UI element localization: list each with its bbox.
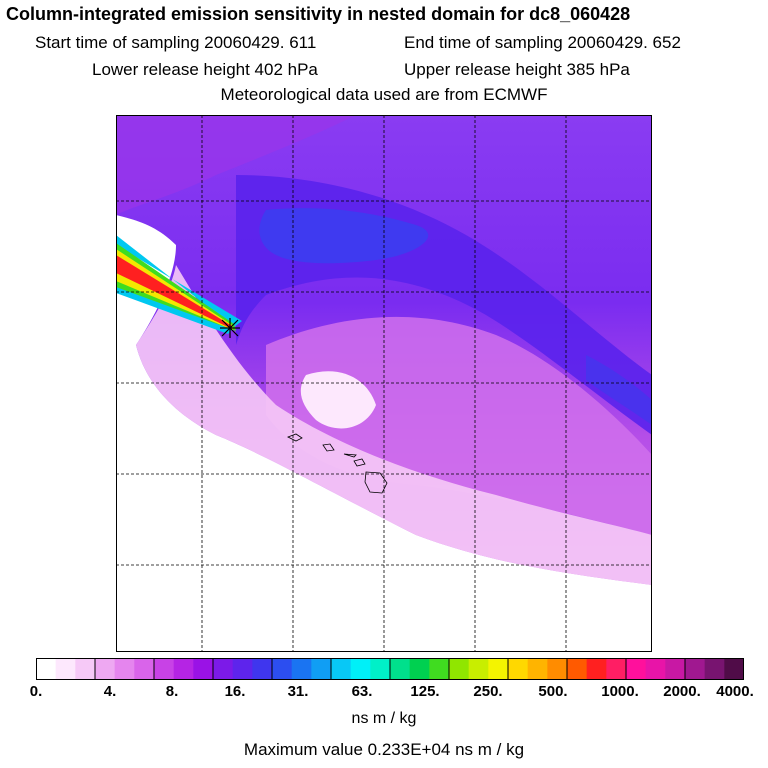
tick-label: 8.	[165, 683, 179, 700]
colorbar-cell	[331, 658, 352, 680]
colorbar-cell	[213, 658, 234, 680]
colorbar-cell	[252, 658, 273, 680]
colorbar	[36, 658, 744, 680]
tick-label: 4.	[103, 683, 117, 700]
colorbar-cell	[665, 658, 686, 680]
island-big-island	[364, 471, 388, 494]
blue-east-region	[586, 355, 652, 425]
plot-title: Column-integrated emission sensitivity i…	[6, 4, 631, 24]
colorbar-cell	[95, 658, 116, 680]
tick-label: 250.	[473, 683, 503, 700]
island-maui	[353, 458, 366, 467]
pink-center-region	[266, 316, 652, 535]
tick-label: 63.	[351, 683, 373, 700]
map-frame	[116, 115, 652, 652]
colorbar-cell	[586, 658, 607, 680]
colorbar-cell	[685, 658, 706, 680]
colorbar-cell	[55, 658, 76, 680]
island-molokai	[343, 453, 357, 458]
start-time-label: Start time of sampling 20060429. 611	[35, 33, 317, 52]
tick-label: 4000.	[716, 683, 754, 700]
colorbar-cell	[390, 658, 411, 680]
colorbar-cell	[350, 658, 371, 680]
tick-label: 125.	[410, 683, 440, 700]
lat-lon-grid	[116, 115, 652, 652]
lower-release-label: Lower release height 402 hPa	[92, 60, 318, 79]
colorbar-cell	[311, 658, 332, 680]
tick-label: 0.	[29, 683, 43, 700]
colorbar-frame	[36, 658, 744, 680]
colorbar-cell	[606, 658, 627, 680]
pale-white-spot	[300, 371, 376, 429]
colorbar-units: ns m / kg	[351, 710, 417, 727]
colorbar-cell	[508, 658, 529, 680]
colorbar-cell	[645, 658, 666, 680]
colorbar-cell	[429, 658, 450, 680]
colorbar-cell	[134, 658, 155, 680]
release-point-marker	[220, 318, 240, 338]
low-sensitivity-region	[116, 215, 652, 652]
pale-pink-region	[136, 265, 652, 585]
upper-release-label: Upper release height 385 hPa	[404, 60, 630, 79]
met-data-label: Meteorological data used are from ECMWF	[220, 85, 548, 104]
colorbar-cell	[468, 658, 489, 680]
colorbar-cell	[154, 658, 175, 680]
tick-label: 1000.	[601, 683, 639, 700]
plume-outer	[116, 235, 242, 334]
colorbar-cell	[409, 658, 430, 680]
tick-label: 31.	[287, 683, 309, 700]
colorbar-cell	[75, 658, 96, 680]
colorbar-cells	[36, 658, 744, 680]
colorbar-cell	[488, 658, 509, 680]
tick-label: 500.	[538, 683, 568, 700]
colorbar-cell	[36, 658, 57, 680]
end-time-label: End time of sampling 20060429. 652	[404, 33, 681, 52]
colorbar-cell	[232, 658, 253, 680]
colorbar-cell	[193, 658, 214, 680]
colorbar-cell	[704, 658, 725, 680]
sensitivity-map	[116, 115, 652, 652]
colorbar-cell	[370, 658, 391, 680]
colorbar-cell	[173, 658, 194, 680]
colorbar-cell	[547, 658, 568, 680]
colorbar-cell	[291, 658, 312, 680]
maximum-value-label: Maximum value 0.233E+04 ns m / kg	[243, 740, 525, 759]
colorbar-cell	[272, 658, 293, 680]
tick-label: 16.	[224, 683, 246, 700]
tick-label: 2000.	[663, 683, 701, 700]
colorbar-cell	[567, 658, 588, 680]
island-oahu	[322, 443, 335, 452]
colorbar-cell	[626, 658, 647, 680]
upper-left-region	[116, 115, 356, 215]
colorbar-cell	[449, 658, 470, 680]
colorbar-cell	[724, 658, 744, 680]
colorbar-cell	[114, 658, 135, 680]
colorbar-cell	[527, 658, 548, 680]
blue-core-region	[259, 208, 429, 264]
